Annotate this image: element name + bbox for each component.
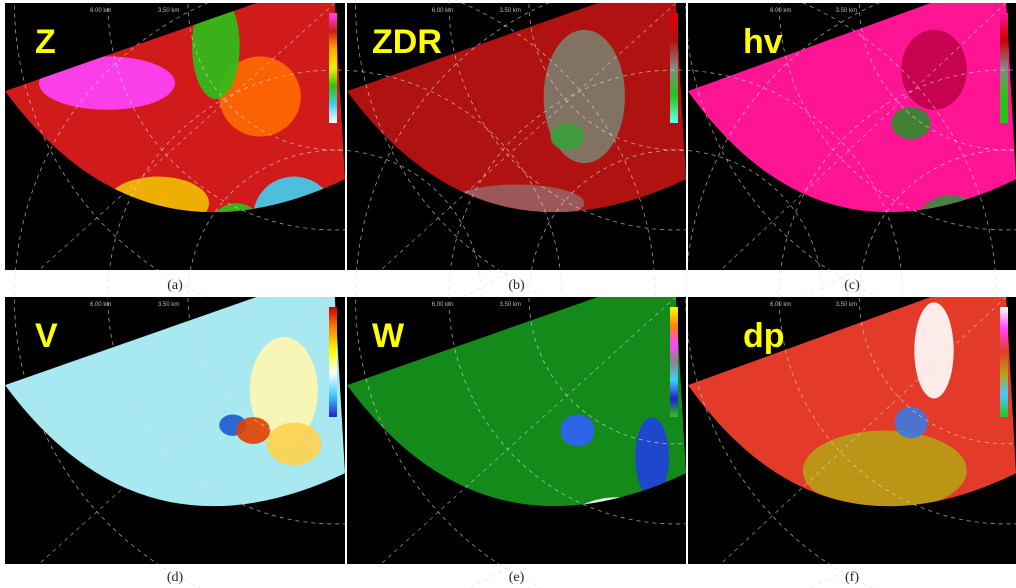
figure: 6.00 km 3.50 km Z (a) 6.00 km 3.50 km ZDR (b) 6.… [0, 0, 1016, 588]
panel-label: dp [743, 317, 785, 355]
echo-region [914, 302, 953, 398]
range-label: 3.50 km [836, 302, 857, 308]
panel-label: W [372, 317, 405, 355]
panel-caption: (c) [844, 278, 860, 293]
panel-caption: (a) [167, 278, 183, 293]
range-label: 6.00 km [90, 302, 111, 308]
range-label: 6.00 km [770, 302, 791, 308]
range-label: 3.50 km [500, 302, 521, 308]
colorbar [329, 13, 337, 123]
panel-label: hv [743, 23, 783, 61]
range-label: 6.00 km [432, 302, 453, 308]
range-label: 3.50 km [836, 8, 857, 14]
echo-region [561, 414, 595, 446]
echo-region [550, 123, 584, 150]
panel-label: V [35, 317, 58, 355]
panel-label: Z [35, 23, 56, 61]
echo-region [236, 417, 270, 444]
echo-region [891, 107, 930, 139]
range-label: 3.50 km [158, 8, 179, 14]
range-label: 3.50 km [500, 8, 521, 14]
colorbar [670, 307, 678, 417]
echo-region [267, 422, 321, 465]
range-label: 6.00 km [770, 8, 791, 14]
colorbar [1000, 13, 1008, 123]
echo-region [901, 30, 967, 110]
panel-caption: (e) [509, 570, 525, 585]
echo-region [895, 406, 928, 438]
panel-label: ZDR [372, 23, 442, 61]
range-label: 6.00 km [432, 8, 453, 14]
panel-caption: (d) [167, 570, 184, 585]
panel-caption: (b) [508, 278, 525, 293]
colorbar [670, 13, 678, 123]
colorbar [329, 307, 337, 417]
range-label: 6.00 km [90, 8, 111, 14]
range-label: 3.50 km [158, 302, 179, 308]
panel-caption: (f) [845, 570, 859, 585]
colorbar [1000, 307, 1008, 417]
